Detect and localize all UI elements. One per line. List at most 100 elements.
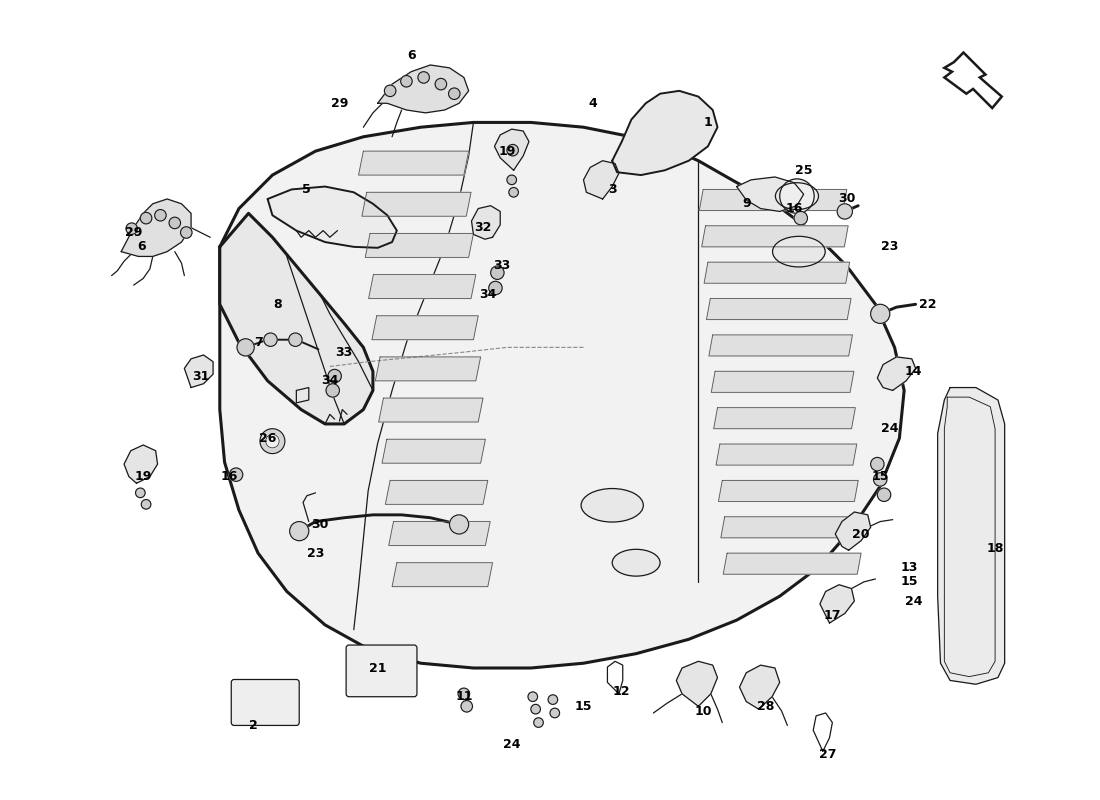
Text: 17: 17 xyxy=(824,609,842,622)
Polygon shape xyxy=(613,91,717,175)
Circle shape xyxy=(780,179,814,214)
Circle shape xyxy=(126,223,138,234)
Circle shape xyxy=(794,211,807,225)
Circle shape xyxy=(458,688,470,699)
Circle shape xyxy=(450,515,469,534)
Text: 15: 15 xyxy=(871,470,889,483)
Circle shape xyxy=(436,78,447,90)
Polygon shape xyxy=(385,481,487,504)
Circle shape xyxy=(534,718,543,727)
Text: 16: 16 xyxy=(785,202,803,215)
Polygon shape xyxy=(716,444,857,465)
Polygon shape xyxy=(583,161,619,199)
Text: 23: 23 xyxy=(881,240,899,254)
Polygon shape xyxy=(377,65,469,113)
Polygon shape xyxy=(362,192,471,216)
Text: 33: 33 xyxy=(336,346,353,358)
Polygon shape xyxy=(937,387,1004,684)
Text: 16: 16 xyxy=(221,470,238,483)
Polygon shape xyxy=(706,298,851,319)
Text: 33: 33 xyxy=(494,259,510,273)
Polygon shape xyxy=(368,274,476,298)
Circle shape xyxy=(507,175,517,185)
Circle shape xyxy=(878,488,891,502)
Polygon shape xyxy=(378,398,483,422)
FancyBboxPatch shape xyxy=(346,645,417,697)
Circle shape xyxy=(266,434,279,448)
Polygon shape xyxy=(835,512,870,550)
Polygon shape xyxy=(185,355,213,387)
Text: 31: 31 xyxy=(191,370,209,382)
Polygon shape xyxy=(702,226,848,247)
Ellipse shape xyxy=(772,236,825,267)
Polygon shape xyxy=(121,199,191,257)
Text: 24: 24 xyxy=(881,422,899,435)
FancyBboxPatch shape xyxy=(231,679,299,726)
Circle shape xyxy=(528,692,538,702)
Polygon shape xyxy=(220,122,904,668)
Text: 23: 23 xyxy=(307,546,324,560)
Text: 30: 30 xyxy=(838,193,856,206)
Circle shape xyxy=(418,72,429,83)
Text: 28: 28 xyxy=(757,700,774,713)
Polygon shape xyxy=(708,335,852,356)
Text: 32: 32 xyxy=(474,222,492,234)
Polygon shape xyxy=(375,357,481,381)
Polygon shape xyxy=(718,481,858,502)
Polygon shape xyxy=(495,129,529,170)
Text: 10: 10 xyxy=(694,705,712,718)
Text: 8: 8 xyxy=(273,298,282,310)
Circle shape xyxy=(509,187,518,197)
Text: 20: 20 xyxy=(852,527,870,541)
Text: 34: 34 xyxy=(321,374,339,387)
Text: 29: 29 xyxy=(125,226,142,239)
Text: 19: 19 xyxy=(498,145,516,158)
Polygon shape xyxy=(878,357,915,390)
Text: 27: 27 xyxy=(818,748,836,761)
Text: 1: 1 xyxy=(704,116,713,129)
Ellipse shape xyxy=(581,489,644,522)
Polygon shape xyxy=(676,662,717,706)
Polygon shape xyxy=(388,522,491,546)
Circle shape xyxy=(260,429,285,454)
Circle shape xyxy=(531,704,540,714)
Text: 5: 5 xyxy=(301,183,310,196)
Circle shape xyxy=(548,695,558,704)
Text: 13: 13 xyxy=(900,561,917,574)
Text: 24: 24 xyxy=(905,594,923,607)
Circle shape xyxy=(384,85,396,97)
Circle shape xyxy=(873,473,887,486)
Circle shape xyxy=(870,304,890,323)
Text: 18: 18 xyxy=(987,542,1004,555)
Circle shape xyxy=(507,145,518,156)
Text: 24: 24 xyxy=(503,738,520,751)
Circle shape xyxy=(236,338,254,356)
Text: 22: 22 xyxy=(920,298,937,310)
Polygon shape xyxy=(372,316,478,340)
Polygon shape xyxy=(220,214,373,424)
Circle shape xyxy=(328,370,341,382)
Text: 29: 29 xyxy=(331,97,348,110)
Circle shape xyxy=(155,210,166,221)
Polygon shape xyxy=(382,439,485,463)
Polygon shape xyxy=(124,445,157,483)
Text: 30: 30 xyxy=(311,518,329,531)
Text: 7: 7 xyxy=(254,336,263,349)
Circle shape xyxy=(449,88,460,99)
Polygon shape xyxy=(700,190,847,210)
Circle shape xyxy=(135,488,145,498)
Polygon shape xyxy=(472,206,500,239)
Polygon shape xyxy=(723,553,861,574)
Polygon shape xyxy=(739,665,780,709)
Text: 21: 21 xyxy=(368,662,386,674)
Circle shape xyxy=(264,333,277,346)
Circle shape xyxy=(141,212,152,224)
Text: 6: 6 xyxy=(138,240,145,254)
Ellipse shape xyxy=(776,182,818,210)
Polygon shape xyxy=(714,408,856,429)
Circle shape xyxy=(870,458,884,471)
Polygon shape xyxy=(392,562,493,586)
Text: 11: 11 xyxy=(455,690,473,703)
Text: 4: 4 xyxy=(588,97,597,110)
Circle shape xyxy=(180,226,192,238)
